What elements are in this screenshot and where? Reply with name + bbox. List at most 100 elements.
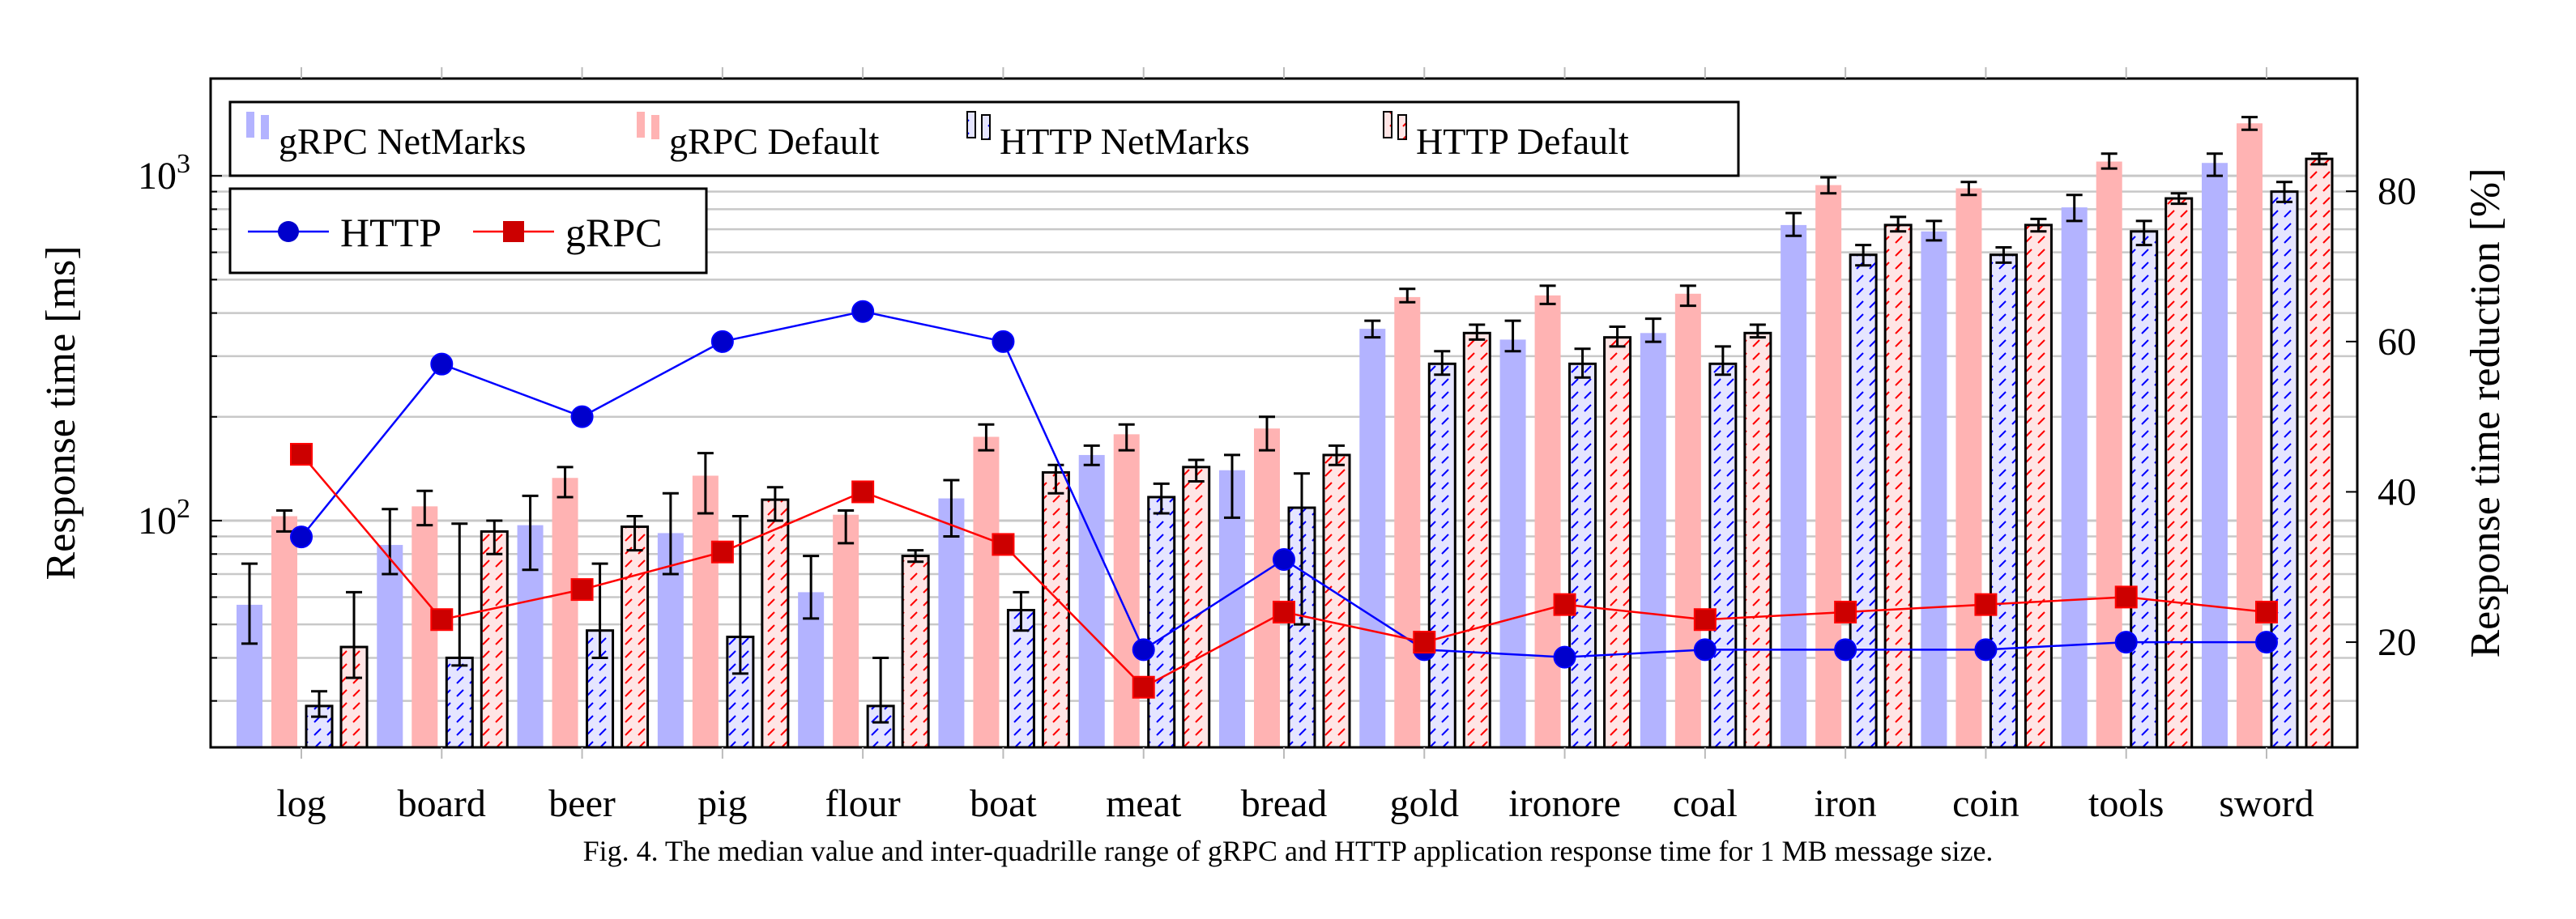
error-bar <box>311 690 327 718</box>
error-bar <box>2135 219 2152 247</box>
error-bar <box>2276 181 2292 203</box>
x-tick-label: pig <box>697 782 747 825</box>
bar-grpc-default <box>973 436 1000 747</box>
bar-http-netmarks <box>2270 190 2299 749</box>
y-tick-label: 103 <box>138 149 190 198</box>
error-bar <box>1644 317 1661 343</box>
error-bar <box>1188 458 1205 483</box>
legend-swatch-icon <box>261 115 269 139</box>
point-http <box>1273 547 1295 571</box>
point-grpc <box>430 608 454 632</box>
bar-grpc-default <box>1815 185 1842 747</box>
bar-grpc-netmarks <box>1640 333 1666 747</box>
error-bar <box>872 656 889 724</box>
bar-grpc-default <box>1674 293 1701 747</box>
error-bar <box>346 590 362 679</box>
legend-label: HTTP NetMarks <box>1000 121 1250 162</box>
error-bar <box>662 491 679 576</box>
x-tick-label: coal <box>1673 782 1738 825</box>
bar-http-netmarks <box>445 656 474 749</box>
x-tick-label: tools <box>2088 782 2164 825</box>
error-bar <box>1118 423 1135 452</box>
point-grpc <box>570 578 594 602</box>
y-tick-label: 102 <box>138 494 190 542</box>
bar-http-netmarks <box>2130 230 2159 749</box>
legend-swatch-icon <box>637 112 645 138</box>
bar-grpc-default <box>833 514 859 747</box>
bar-http-netmarks <box>1568 362 1597 749</box>
legend-swatch-icon <box>981 114 991 140</box>
error-bar <box>486 519 503 555</box>
x-tick-label: flour <box>825 782 900 825</box>
error-bar <box>1609 325 1626 348</box>
error-bar <box>1749 323 1766 339</box>
bar-http-default <box>1041 470 1070 749</box>
error-bar <box>2100 152 2118 170</box>
legend-swatch-icon <box>651 115 659 139</box>
bars <box>237 116 2334 749</box>
y-axis-right-label: Response time reduction [%] <box>2463 168 2509 657</box>
point-http <box>1974 638 1998 662</box>
error-bar <box>1434 350 1451 377</box>
point-grpc <box>2255 600 2278 623</box>
bar-http-default <box>1462 331 1491 749</box>
x-tick-label: log <box>276 782 326 825</box>
error-bar <box>1329 444 1345 466</box>
bar-http-default <box>1743 331 1772 749</box>
error-bar <box>943 479 960 538</box>
error-bar <box>1539 284 1556 305</box>
bar-grpc-default <box>692 475 719 747</box>
line-series <box>290 300 2278 699</box>
bar-grpc-netmarks <box>1359 329 1386 747</box>
y-right-tick-label: 60 <box>2378 321 2416 364</box>
error-bar <box>451 522 468 667</box>
bar-http-netmarks <box>1147 496 1176 749</box>
error-bar <box>2170 192 2187 206</box>
point-http <box>430 352 454 376</box>
legend-bars: gRPC NetMarks gRPC Default HTTP NetMarks HT… <box>228 100 1740 177</box>
point-grpc <box>290 443 313 466</box>
point-grpc <box>1834 600 1857 623</box>
bar-grpc-netmarks <box>377 545 403 747</box>
point-http <box>2114 631 2138 654</box>
bar-http-default <box>1322 453 1351 749</box>
figure-caption: Fig. 4. The median value and inter-quadr… <box>582 835 1994 867</box>
legend-swatch-icon <box>966 111 976 138</box>
error-bar <box>557 466 574 499</box>
y-right-tick-label: 40 <box>2378 470 2416 513</box>
error-bar <box>1153 482 1170 515</box>
point-grpc <box>851 480 875 504</box>
bar-http-netmarks <box>1849 253 1878 749</box>
error-bar <box>907 549 924 564</box>
error-bar <box>382 508 399 576</box>
error-bar <box>697 452 714 515</box>
point-http <box>1132 638 1155 662</box>
point-http <box>851 300 875 323</box>
point-grpc <box>710 540 734 564</box>
error-bar <box>1399 287 1416 304</box>
error-bar <box>803 555 820 620</box>
bar-grpc-netmarks <box>2202 163 2228 748</box>
x-tick-label: iron <box>1814 782 1876 825</box>
error-bar <box>1224 453 1240 519</box>
point-http <box>1834 638 1857 662</box>
bar-http-default <box>2164 197 2194 749</box>
legend-swatch-icon <box>246 112 254 138</box>
bar-grpc-netmarks <box>938 498 965 747</box>
bar-grpc-default <box>1955 188 1982 748</box>
point-http <box>1693 638 1717 662</box>
x-tick-label: ironore <box>1508 782 1621 825</box>
x-tick-label: beer <box>548 782 616 825</box>
bar-http-default <box>901 555 930 749</box>
error-bar <box>1890 215 1907 233</box>
bar-grpc-netmarks <box>1921 231 1947 748</box>
x-tick-label: meat <box>1106 782 1182 825</box>
error-bar <box>1820 176 1837 195</box>
bar-grpc-netmarks <box>1781 224 1807 747</box>
error-bar <box>2066 194 2083 223</box>
bar-http-netmarks <box>1708 362 1738 749</box>
point-grpc <box>1553 593 1576 616</box>
legend-label: HTTP Default <box>1416 121 1629 162</box>
point-http <box>710 330 734 353</box>
axes: 102 103 20 40 60 80 log board beer pig flour boat me… <box>138 67 2416 825</box>
